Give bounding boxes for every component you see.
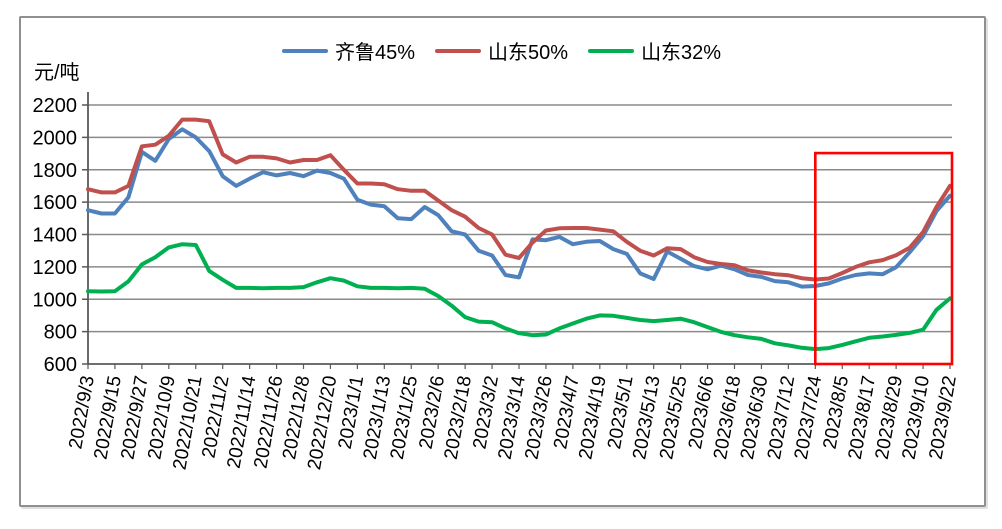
legend: 齐鲁45% 山东50% 山东32%	[282, 36, 721, 65]
legend-item-山东50%: 山东50%	[435, 36, 568, 65]
y-axis-unit-label: 元/吨	[34, 62, 80, 84]
series-line-山东50%	[86, 117, 952, 282]
y-tick-label: 1600	[33, 192, 78, 214]
legend-label: 齐鲁45%	[335, 42, 416, 64]
legend-swatch-icon	[282, 48, 328, 53]
y-tick-label: 1400	[33, 225, 78, 247]
legend-label: 山东50%	[488, 42, 569, 64]
series-line-齐鲁45%	[86, 127, 952, 289]
y-tick-label: 2000	[33, 127, 78, 149]
y-tick-label: 600	[44, 354, 77, 376]
y-tick-label: 1200	[33, 257, 78, 279]
y-tick-label: 1800	[33, 160, 78, 182]
figure-border	[19, 16, 986, 507]
y-tick-label: 800	[44, 322, 77, 344]
y-tick-label: 1000	[33, 289, 78, 311]
series-line-山东32%	[86, 242, 952, 352]
legend-item-山东32%: 山东32%	[588, 36, 721, 65]
legend-item-齐鲁45%: 齐鲁45%	[282, 36, 415, 65]
y-tick-label: 2200	[33, 95, 78, 117]
highlight-rect	[814, 151, 954, 366]
legend-label: 山东32%	[641, 42, 722, 64]
legend-swatch-icon	[588, 48, 635, 53]
legend-swatch-icon	[435, 48, 482, 53]
